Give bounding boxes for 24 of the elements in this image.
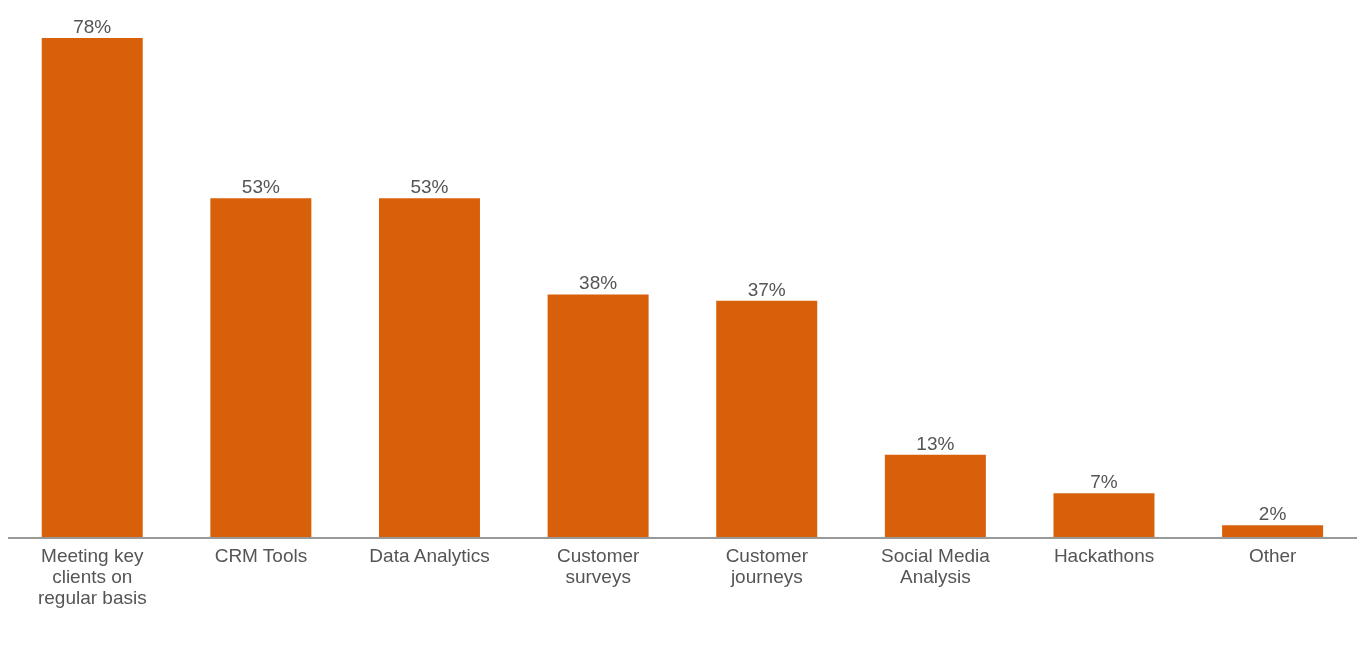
bar — [1053, 493, 1155, 538]
data-label: 38% — [579, 272, 618, 294]
data-label: 53% — [241, 176, 280, 198]
bar — [1222, 525, 1324, 538]
bar — [41, 38, 143, 538]
x-tick-label: Other — [1248, 545, 1298, 566]
x-tick-label: Social Media Analysis — [881, 545, 991, 587]
x-tick-label: Customer journeys — [725, 545, 809, 587]
x-tick-label: Meeting key clients on regular basis — [37, 545, 147, 608]
data-label: 13% — [916, 432, 955, 454]
x-tick-label: Customer surveys — [557, 545, 641, 587]
bar — [884, 454, 986, 538]
bar — [210, 198, 312, 538]
bar — [716, 300, 818, 538]
data-label: 53% — [410, 176, 449, 198]
data-label: 2% — [1258, 503, 1287, 525]
data-label: 7% — [1090, 471, 1118, 493]
bar — [547, 294, 649, 538]
bar — [378, 198, 480, 538]
data-label: 37% — [747, 278, 786, 300]
x-tick-label: Hackathons — [1053, 545, 1155, 566]
data-label: 78% — [73, 16, 112, 37]
x-tick-label: CRM Tools — [214, 545, 308, 566]
x-tick-label: Data Analytics — [369, 545, 490, 566]
